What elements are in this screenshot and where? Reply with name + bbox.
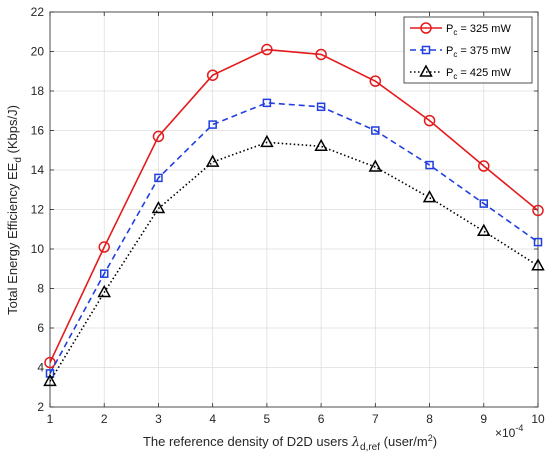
y-tick-label: 16 bbox=[31, 124, 45, 138]
legend-text-2: Pc = 425 mW bbox=[446, 67, 511, 81]
series-0-point bbox=[369, 75, 382, 87]
series-2-point bbox=[151, 200, 166, 214]
series-2-point bbox=[477, 223, 491, 236]
series-0-point bbox=[206, 69, 219, 81]
series-1 bbox=[45, 98, 543, 378]
legend-text-0: Pc = 325 mW bbox=[446, 23, 511, 37]
series-2-point bbox=[43, 373, 57, 387]
series-line-0 bbox=[49, 48, 539, 363]
legend-text-1-prefix: P bbox=[446, 45, 453, 57]
y-tick-label: 14 bbox=[31, 163, 45, 177]
x-axis-label-main: The reference density of D2D users bbox=[143, 434, 352, 449]
series-0-point bbox=[478, 160, 490, 172]
y-tick-label: 22 bbox=[31, 5, 45, 19]
series-1-point bbox=[371, 126, 380, 135]
legend-text-0-prefix: P bbox=[446, 23, 453, 35]
legend-text-2-sub: c bbox=[453, 72, 457, 81]
legend-text-1-sub: c bbox=[453, 50, 457, 59]
series-group bbox=[43, 43, 545, 387]
series-2-point bbox=[314, 138, 328, 152]
legend-marker-1 bbox=[421, 45, 431, 55]
series-0 bbox=[44, 43, 544, 369]
series-1-point bbox=[262, 98, 272, 108]
x-tick-label: 9 bbox=[480, 412, 487, 426]
x-tick-label: 10 bbox=[531, 412, 545, 426]
x-axis-label-unit-open: (user/m bbox=[380, 434, 428, 449]
x-tick-label: 5 bbox=[264, 412, 271, 426]
legend-entries bbox=[410, 22, 442, 77]
y-tick-label: 20 bbox=[31, 45, 45, 59]
y-tick-label: 18 bbox=[31, 84, 45, 98]
y-axis-label-unit: (Kbps/J) bbox=[5, 105, 20, 157]
x-axis-label-sub: d,ref bbox=[360, 442, 380, 453]
series-0-point bbox=[152, 130, 165, 143]
y-axis-label-sub: d bbox=[13, 157, 24, 163]
x-tick-label: 7 bbox=[372, 412, 379, 426]
y-axis-label: Total Energy Efficiency EEd (Kbps/J) bbox=[5, 105, 24, 315]
legend-marker-2 bbox=[419, 64, 433, 77]
x-axis-label-symbol: λ bbox=[351, 435, 360, 450]
x-tick-label: 4 bbox=[209, 412, 216, 426]
x-axis-label-unit-close: ) bbox=[433, 434, 437, 449]
y-tick-label: 12 bbox=[31, 203, 45, 217]
y-tick-label: 6 bbox=[37, 321, 44, 335]
legend-text-2-suffix: = 425 mW bbox=[457, 67, 511, 79]
legend-text-2-prefix: P bbox=[446, 67, 453, 79]
series-1-point bbox=[425, 160, 434, 170]
series-1-point bbox=[533, 237, 543, 247]
series-0-point bbox=[423, 114, 436, 127]
series-1-point bbox=[45, 369, 55, 378]
x-tick-label: 3 bbox=[155, 412, 162, 426]
series-1-point bbox=[208, 120, 217, 129]
series-line-2 bbox=[49, 141, 539, 382]
y-tick-label: 4 bbox=[37, 361, 44, 375]
legend-text-1-suffix: = 375 mW bbox=[457, 45, 511, 57]
series-0-point bbox=[98, 241, 110, 253]
y-axis-label-main: Total Energy Efficiency EE bbox=[5, 162, 20, 315]
series-2-point bbox=[368, 159, 383, 172]
series-2-point bbox=[205, 154, 220, 167]
series-2-point bbox=[260, 134, 274, 148]
y-tick-label: 10 bbox=[31, 242, 45, 256]
x-tick-label: 6 bbox=[318, 412, 325, 426]
x-tick-label: 8 bbox=[426, 412, 433, 426]
x-exponent-label: ×10-4 bbox=[495, 423, 523, 440]
x-axis-label: The reference density of D2D users λd,re… bbox=[143, 433, 437, 453]
x-axis-label-unit-sup: 2 bbox=[428, 433, 433, 443]
series-1-point bbox=[316, 102, 326, 112]
x-tick-label: 2 bbox=[101, 412, 108, 426]
series-0-point bbox=[315, 48, 327, 61]
legend-text-0-sub: c bbox=[453, 28, 457, 37]
series-1-point bbox=[154, 173, 163, 183]
legend: Pc = 325 mW Pc = 375 mW Pc = 425 mW bbox=[403, 16, 533, 84]
series-2-point bbox=[422, 190, 437, 203]
legend-marker-0 bbox=[420, 22, 432, 34]
legend-text-0-suffix: = 325 mW bbox=[457, 23, 511, 35]
series-line-1 bbox=[49, 102, 539, 374]
series-0-point bbox=[532, 204, 544, 217]
series-0-point bbox=[261, 43, 273, 56]
series-1-point bbox=[99, 269, 109, 278]
y-tick-label: 2 bbox=[37, 400, 44, 414]
series-2-point bbox=[97, 284, 111, 298]
x-tick-label: 1 bbox=[47, 412, 54, 426]
legend-text-1: Pc = 375 mW bbox=[446, 45, 511, 59]
y-tick-label: 8 bbox=[37, 282, 44, 296]
x-exponent-power: -4 bbox=[515, 423, 523, 433]
series-2 bbox=[43, 134, 545, 387]
series-2-point bbox=[531, 258, 545, 271]
x-exponent-base: ×10 bbox=[495, 426, 516, 440]
series-1-point bbox=[479, 199, 489, 208]
